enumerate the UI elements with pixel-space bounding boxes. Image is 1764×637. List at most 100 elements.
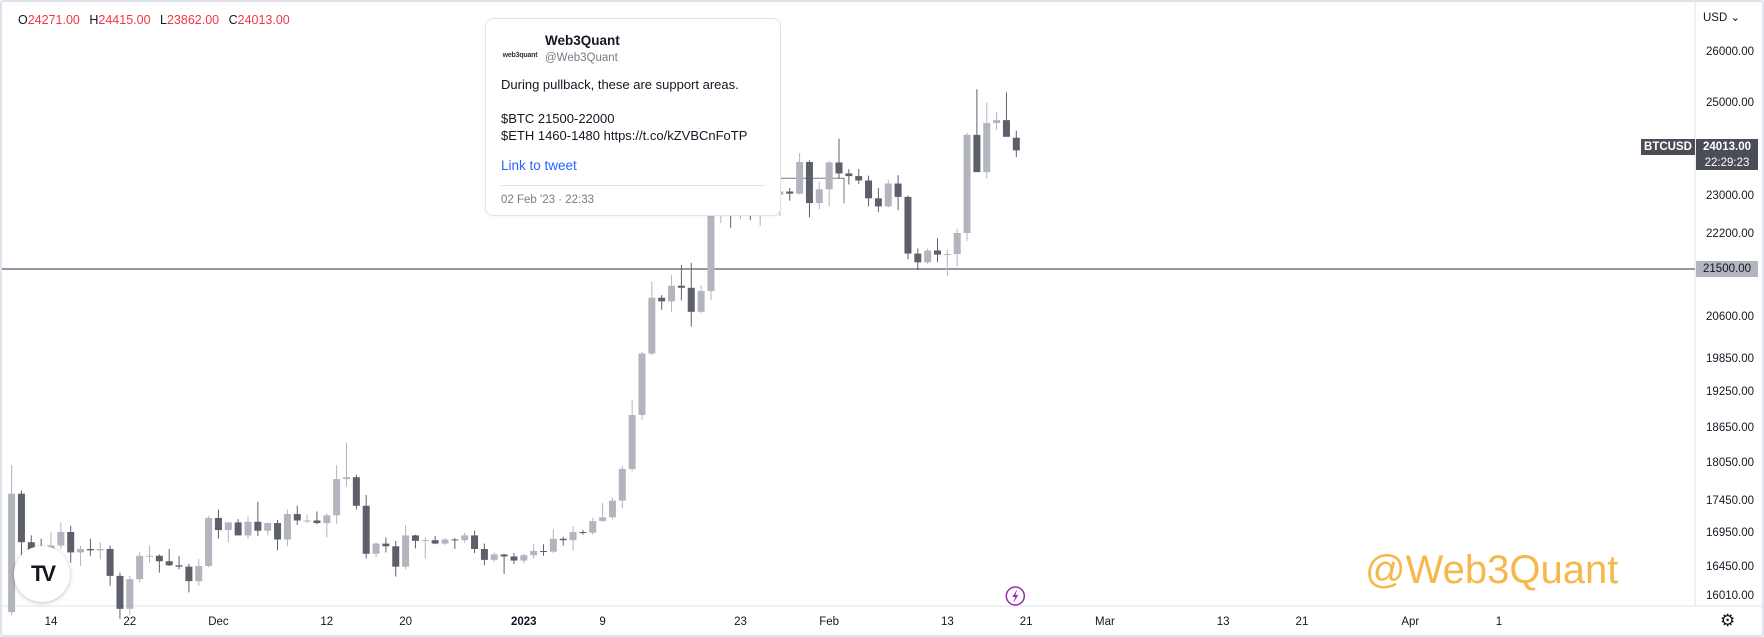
candle-body bbox=[451, 539, 459, 541]
currency-selector[interactable]: USD ⌄ bbox=[1703, 10, 1740, 24]
x-tick-label: 1 bbox=[1496, 616, 1502, 628]
candle-body bbox=[323, 515, 331, 524]
candle-body bbox=[796, 162, 804, 194]
tradingview-logo-glyph: TV bbox=[30, 561, 56, 586]
y-tick-label: 16450.00 bbox=[1706, 561, 1754, 573]
candle-body bbox=[540, 551, 547, 553]
last-price-label: 24013.00 bbox=[1696, 139, 1758, 155]
tradingview-logo-icon[interactable]: TV bbox=[14, 546, 70, 602]
candle-body bbox=[441, 539, 449, 544]
candle-body bbox=[234, 522, 242, 536]
candle-body bbox=[904, 196, 912, 254]
candle-body bbox=[579, 532, 587, 533]
candle-body bbox=[303, 520, 311, 522]
candle-body bbox=[707, 211, 715, 291]
candle-body bbox=[589, 521, 597, 533]
x-tick-label: 12 bbox=[320, 616, 333, 628]
candle-body bbox=[668, 285, 676, 302]
candle-body bbox=[431, 540, 439, 544]
candle-body bbox=[116, 575, 124, 609]
candle-body bbox=[471, 535, 479, 549]
open-label: O bbox=[18, 13, 28, 27]
candle-body bbox=[549, 538, 557, 552]
candle-body bbox=[805, 162, 813, 204]
candle-body bbox=[421, 540, 429, 542]
high-value: 24415.00 bbox=[98, 13, 151, 27]
candle-body bbox=[264, 523, 272, 531]
candle-body bbox=[865, 180, 873, 199]
ohlc-legend: O24271.00 H24415.00 L23862.00 C24013.00 bbox=[18, 13, 296, 27]
candle-body bbox=[687, 287, 695, 312]
y-tick-label: 22200.00 bbox=[1706, 228, 1754, 240]
candle-body bbox=[835, 162, 843, 174]
tweet-divider bbox=[501, 185, 765, 186]
candle-body bbox=[638, 353, 646, 415]
y-tick-label: 16010.00 bbox=[1706, 590, 1754, 602]
x-tick-label: 22 bbox=[123, 616, 136, 628]
candle-body bbox=[855, 176, 863, 181]
candle-body bbox=[608, 500, 616, 518]
gear-icon[interactable]: ⚙ bbox=[1720, 611, 1736, 630]
x-tick-label: 20 bbox=[399, 616, 412, 628]
y-tick-label: 20600.00 bbox=[1706, 311, 1754, 323]
candle-body bbox=[165, 561, 173, 566]
candle-body bbox=[343, 477, 350, 480]
candle-body bbox=[480, 549, 488, 560]
candle-body bbox=[461, 535, 469, 541]
tweet-author-handle: @Web3Quant bbox=[545, 52, 618, 64]
link-to-tweet[interactable]: Link to tweet bbox=[501, 158, 577, 173]
candle-body bbox=[825, 162, 833, 190]
candle-body bbox=[244, 521, 252, 536]
candle-body bbox=[106, 549, 114, 576]
tweet-callout[interactable]: web3quant Web3Quant @Web3Quant During pu… bbox=[485, 18, 781, 216]
candle-body bbox=[628, 415, 636, 469]
countdown-label: 22:29:23 bbox=[1696, 155, 1758, 170]
candle-body bbox=[8, 493, 16, 613]
candle-body bbox=[57, 532, 65, 546]
candle-body bbox=[677, 285, 685, 288]
candle-body bbox=[293, 514, 301, 521]
candle-body bbox=[599, 517, 607, 522]
lightning-glyph bbox=[1012, 589, 1019, 603]
candle-body bbox=[136, 555, 144, 580]
tweet-date: 02 Feb '23 · 22:33 bbox=[501, 194, 594, 206]
low-label: L bbox=[160, 13, 167, 27]
y-tick-label: 19850.00 bbox=[1706, 353, 1754, 365]
candle-body bbox=[195, 566, 203, 582]
candle-body bbox=[490, 554, 498, 560]
candle-body bbox=[17, 493, 25, 543]
y-tick-label: 23000.00 bbox=[1706, 190, 1754, 202]
candle-body bbox=[1012, 137, 1020, 151]
candle-body bbox=[510, 556, 518, 561]
candle-body bbox=[500, 554, 508, 557]
candle-body bbox=[67, 532, 75, 553]
candle-body bbox=[1002, 120, 1010, 137]
candle-body bbox=[96, 549, 104, 551]
y-tick-label: 16950.00 bbox=[1706, 527, 1754, 539]
candle-body bbox=[86, 549, 94, 551]
candle-body bbox=[362, 505, 370, 554]
candle-body bbox=[845, 173, 853, 177]
tweet-author-name: Web3Quant bbox=[545, 33, 620, 48]
candle-body bbox=[618, 468, 626, 501]
x-tick-label: 13 bbox=[1217, 616, 1230, 628]
high-label: H bbox=[89, 13, 99, 27]
tweet-text: During pullback, these are support areas… bbox=[501, 77, 748, 143]
x-tick-label: 23 bbox=[734, 616, 747, 628]
candle-body bbox=[874, 198, 882, 207]
x-tick-label: Apr bbox=[1401, 616, 1419, 628]
candle-body bbox=[934, 250, 941, 255]
x-tick-label: 21 bbox=[1296, 616, 1309, 628]
candle-body bbox=[411, 535, 419, 541]
candle-body bbox=[392, 546, 400, 567]
candle-body bbox=[175, 565, 183, 567]
y-tick-label: 26000.00 bbox=[1706, 46, 1754, 58]
candle-body bbox=[914, 253, 922, 263]
candle-body bbox=[155, 555, 163, 562]
candle-body bbox=[530, 551, 538, 556]
hline-price-label: 21500.00 bbox=[1696, 261, 1758, 277]
candle-body bbox=[894, 183, 902, 197]
y-tick-label: 18650.00 bbox=[1706, 422, 1754, 434]
